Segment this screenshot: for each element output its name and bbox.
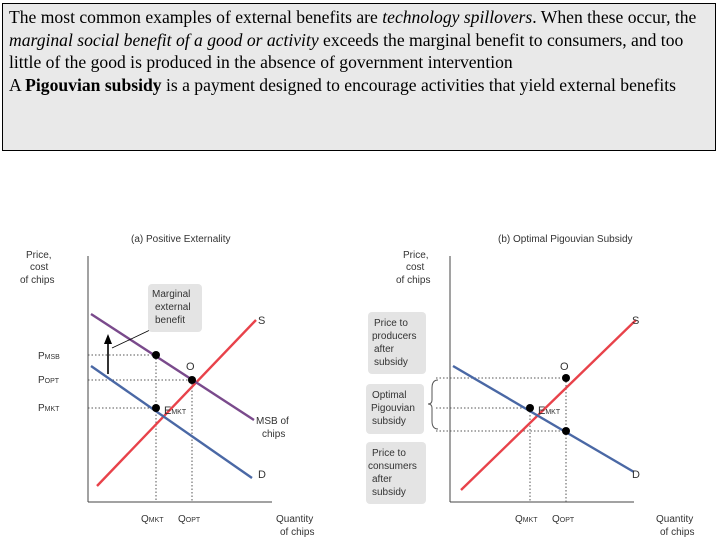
graph-b-y-label-2: cost — [406, 262, 425, 273]
graph-b-subsidy-bracket — [427, 379, 439, 430]
graph-a-point-o — [188, 376, 196, 384]
graph-b-callout-consumers-1: Price to — [372, 448, 406, 459]
graph-a-callout-line-2: external — [155, 302, 191, 313]
graph-a-y-label-2: cost — [30, 262, 49, 273]
graph-a-x-label-2: of chips — [280, 527, 314, 538]
graph-b-point-o — [562, 374, 570, 382]
graph-b-label-qopt: QOPT — [552, 514, 575, 525]
graph-b-callout-subsidy-3: subsidy — [372, 416, 406, 427]
graph-a-label-d: D — [258, 469, 266, 481]
graph-a-demand-curve — [90, 365, 253, 479]
graph-a-label-e: EMKT — [164, 405, 187, 417]
graph-a-label-qmkt: QMKT — [141, 514, 164, 525]
graph-b-label-o: O — [560, 361, 569, 373]
graph-b-label-s: S — [632, 315, 639, 327]
graph-b-supply-curve — [460, 319, 637, 491]
graph-a-y-label-1: Price, — [26, 250, 52, 261]
graph-a-callout-pointer — [111, 329, 151, 349]
graph-b-label-qmkt: QMKT — [515, 514, 538, 525]
graph-b-x-label-1: Quantity — [656, 514, 693, 525]
graph-positive-externality: (a) Positive Externality Price, cost of … — [20, 234, 314, 538]
graph-a-label-msb-1: MSB of — [256, 416, 289, 427]
graph-b-point-e — [526, 404, 534, 412]
graph-b-y-label-3: of chips — [396, 275, 430, 286]
graph-a-point-e — [152, 404, 160, 412]
graph-b-callout-consumers-3: after — [372, 474, 393, 485]
graph-b-title: (b) Optimal Pigouvian Subsidy — [498, 234, 633, 245]
graph-optimal-pigouvian-subsidy: (b) Optimal Pigouvian Subsidy Price, cos… — [366, 234, 694, 538]
graph-b-label-e: EMKT — [538, 405, 561, 417]
graph-b-callout-subsidy-box — [366, 384, 424, 434]
graph-a-label-pmsb: PMSB — [38, 351, 60, 362]
graph-b-callout-subsidy-2: Pigouvian — [371, 403, 415, 414]
graph-b-callout-producers-2: producers — [372, 331, 416, 342]
graph-b-callout-subsidy-1: Optimal — [372, 390, 406, 401]
graph-b-callout-producers-1: Price to — [374, 318, 408, 329]
graph-a-x-label-1: Quantity — [276, 514, 313, 525]
graph-a-callout-box — [148, 284, 202, 332]
graph-b-demand-curve — [452, 364, 635, 474]
graph-b-callout-consumers-box — [366, 442, 426, 504]
paragraph-pigouvian-subsidy: A Pigouvian subsidy is a payment designe… — [9, 74, 676, 95]
graph-a-label-pmkt: PMKT — [38, 403, 60, 414]
graph-a-label-s: S — [258, 315, 265, 327]
graph-a-label-popt: POPT — [38, 375, 60, 386]
graph-a-point-msb — [152, 351, 160, 359]
graph-a-callout-line-3: benefit — [155, 315, 185, 326]
graph-a-y-label-3: of chips — [20, 275, 54, 286]
graph-b-callout-producers-4: subsidy — [374, 357, 408, 368]
graph-b-label-d: D — [632, 469, 640, 481]
graph-b-y-label-1: Price, — [403, 250, 429, 261]
graph-a-label-qopt: QOPT — [178, 514, 201, 525]
graph-a-supply-curve — [96, 319, 257, 487]
graph-b-callout-producers-box — [368, 312, 426, 374]
paragraph-external-benefits: The most common examples of external ben… — [9, 7, 697, 72]
graph-b-callout-consumers-4: subsidy — [372, 487, 406, 498]
graph-a-label-msb-2: chips — [262, 429, 285, 440]
graph-a-benefit-arrowhead — [104, 334, 112, 344]
graph-b-point-consumer — [562, 427, 570, 435]
text-box: The most common examples of external ben… — [2, 3, 716, 151]
graph-a-label-o: O — [186, 361, 195, 373]
graph-a-msb-curve — [90, 312, 255, 422]
graph-b-x-label-2: of chips — [660, 527, 694, 538]
graph-a-title: (a) Positive Externality — [131, 234, 230, 245]
graph-b-callout-producers-3: after — [374, 344, 395, 355]
graph-a-callout-line-1: Marginal — [152, 289, 190, 300]
graph-b-callout-consumers-2: consumers — [368, 461, 417, 472]
